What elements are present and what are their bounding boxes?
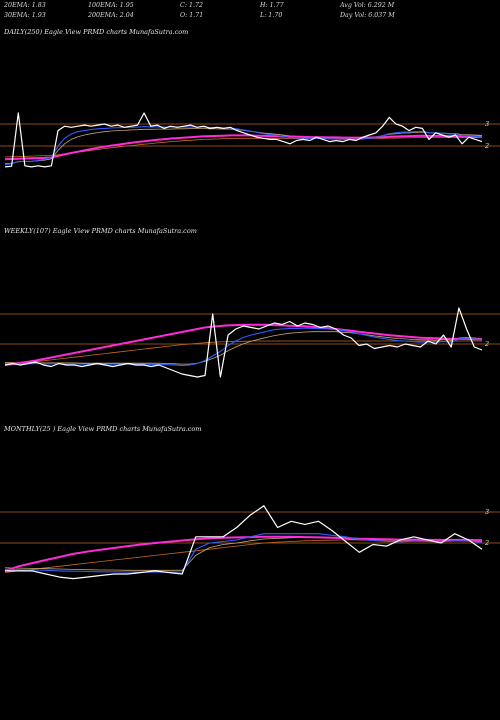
- y-tick-label: 2: [484, 340, 489, 348]
- y-tick-label: 2: [484, 142, 489, 150]
- monthly-panel: 32: [0, 505, 500, 580]
- daily-panel: 32: [0, 112, 500, 168]
- ema20-line: [4, 126, 483, 166]
- stat-avg-vol: Avg Vol: 6.292 M: [339, 2, 395, 9]
- y-tick-label: 3: [485, 120, 489, 128]
- stat-200ema: 200EMA: 2.04: [87, 12, 134, 19]
- ema100-line: [4, 134, 482, 161]
- price-line: [4, 112, 483, 168]
- monthly-panel-title: MONTHLY(25 ) Eagle View PRMD charts Muna…: [3, 425, 201, 433]
- stat-high: H: 1.77: [259, 2, 284, 9]
- price-line: [5, 505, 483, 580]
- ema30-line: [4, 536, 483, 571]
- stats-header: 20EMA: 1.83 100EMA: 1.95 C: 1.72 H: 1.77…: [3, 2, 395, 19]
- y-tick-label: 2: [484, 539, 489, 547]
- weekly-panel-title: WEEKLY(107) Eagle View PRMD charts Munaf…: [4, 227, 197, 235]
- ema20-line: [5, 327, 483, 367]
- stat-open: C: 1.72: [180, 2, 203, 9]
- ema30-line: [5, 331, 483, 365]
- daily-panel-title: DAILY(250) Eagle View PRMD charts Munafa…: [3, 28, 188, 36]
- y-tick-label: 3: [485, 508, 489, 516]
- stat-100ema: 100EMA: 1.95: [88, 2, 134, 9]
- stat-day-vol: Day Vol: 6.037 M: [339, 12, 395, 19]
- price-line: [4, 307, 483, 378]
- ema20-line: [4, 533, 483, 573]
- stat-close: O: 1.71: [180, 12, 203, 19]
- stat-20ema: 20EMA: 1.83: [3, 2, 46, 9]
- stat-30ema: 30EMA: 1.93: [4, 12, 46, 19]
- stat-low: L: 1.70: [259, 12, 282, 19]
- weekly-panel: 2: [0, 307, 500, 378]
- ema100-line: [4, 323, 482, 366]
